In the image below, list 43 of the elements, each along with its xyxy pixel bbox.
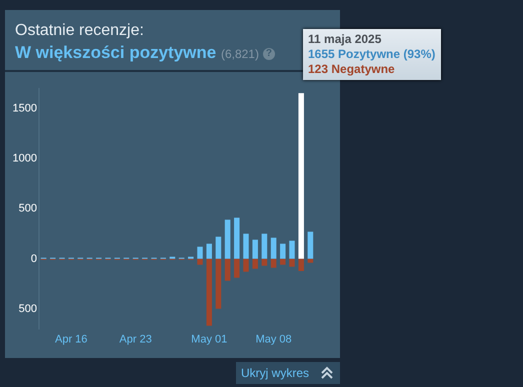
text: 123 Negatywne [308,62,396,77]
y-tick-label: 1500 [12,102,37,115]
x-tick-label: May 01 [191,333,228,346]
y-tick-label: 0 [30,252,37,265]
bar [270,238,276,259]
bar [289,240,295,259]
x-tick-label: Apr 23 [119,333,152,346]
bar [224,220,230,259]
bar [270,258,276,268]
text: 1655 Pozytywne (93%) [308,47,436,62]
text: ? [262,48,275,60]
bar [197,246,203,259]
bar [298,258,304,272]
text: Ukryj wykres [236,362,340,384]
bar [280,244,286,259]
bar [262,234,268,259]
bar [243,258,249,272]
bar [197,258,203,265]
text: 11 maja 2025 [308,32,382,47]
text: (6,821) [220,47,259,61]
bar [298,93,304,259]
x-tick-label: May 08 [256,333,292,346]
bar [243,234,249,259]
chart-subtitle: W większości pozytywne [15,43,216,62]
bar [206,244,212,259]
x-tick-label: Apr 16 [54,333,88,346]
y-tick-label: 1000 [12,152,37,165]
y-tick-label: 500 [18,302,37,315]
bar [289,258,295,267]
bar [280,258,286,265]
bar [224,258,230,281]
bar [206,258,212,326]
bar [262,258,268,266]
bar [308,258,314,263]
bar [308,232,314,259]
bar [216,236,222,259]
bar [234,218,240,259]
bar [252,258,258,269]
chart-title: Ostatnie recenzje: [15,22,144,40]
bar [234,258,240,278]
bar [252,240,258,259]
bar [216,258,222,309]
y-tick-label: 500 [18,202,37,215]
